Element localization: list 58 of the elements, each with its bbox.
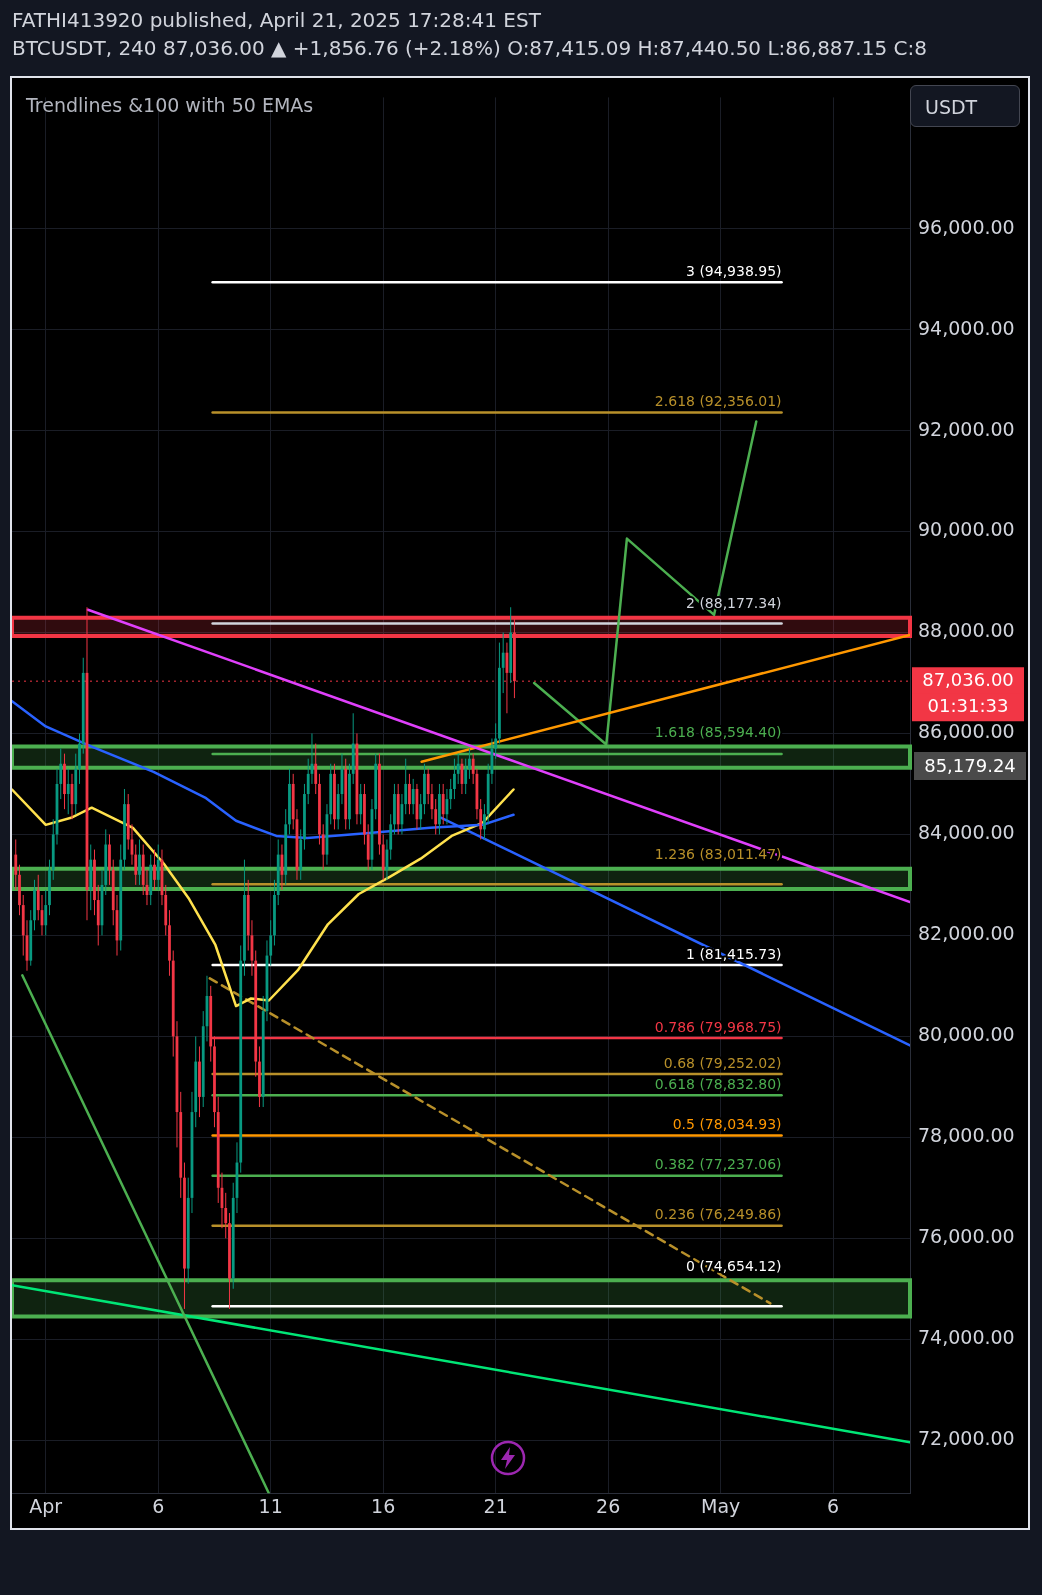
candlestick [468,748,471,780]
x-tick-label: 21 [483,1494,508,1517]
candlestick [456,753,460,785]
x-tick-label: 26 [596,1494,621,1517]
y-tick-label: 76,000.00 [918,1225,1015,1248]
y-tick-label: 74,000.00 [918,1326,1015,1349]
series-label: 2.618 (92,356.01) [654,393,782,410]
candlestick [66,768,70,815]
candlestick [483,803,486,840]
x-tick-label: 6 [827,1494,840,1517]
series-label: 0.68 (79,252.02) [663,1054,782,1071]
text: FATHI413920 published, April 21, 2025 17:28:41 EST [12,8,541,32]
series-label: 0.5 (78,034.93) [672,1116,782,1133]
candlestick [153,849,156,891]
text: 85,179.24 [914,752,1026,780]
candlestick [441,783,445,825]
series-label: 0.382 (77,237.06) [654,1156,782,1173]
candlestick [419,793,423,830]
x-tick-label: 11 [258,1494,283,1517]
y-tick-label: 88,000.00 [918,619,1015,642]
y-tick-label: 86,000.00 [918,720,1015,743]
x-tick-label: 16 [371,1494,396,1517]
series-label: 0.618 (78,832.80) [654,1075,782,1092]
y-tick-label: 72,000.00 [918,1427,1015,1450]
candlestick [138,838,141,886]
y-tick-label: 92,000.00 [918,417,1015,440]
series-label: 1.618 (85,594.40) [654,724,782,741]
x-tick-label: Apr [29,1494,63,1517]
x-tick-label: May [701,1494,741,1517]
candlestick [156,844,160,891]
chart-title: Trendlines &100 with 50 EMAs [26,94,314,116]
series-label: 0.786 (79,968.75) [654,1018,782,1035]
candlestick [408,773,411,815]
candlestick [453,758,456,800]
ref-line-label: 87,036.00 [922,668,1014,690]
series-label: 3 (94,938.95) [686,262,782,279]
text: 01:31:33 [927,694,1009,716]
y-tick-label: 84,000.00 [918,821,1015,844]
y-tick-label: 94,000.00 [918,316,1015,339]
y-tick-label: 78,000.00 [918,1124,1015,1147]
candlestick [44,889,48,936]
y-tick-label: 80,000.00 [918,1023,1015,1046]
x-tick-label: 6 [152,1494,165,1517]
y-tick-label: 90,000.00 [918,518,1015,541]
text: 0 (74,654.12) [686,1257,782,1274]
candlestick [464,758,468,795]
text: BTCUSDT, 240 87,036.00 ▲ +1,856.76 (+2.18%) O:87,415.09 H:87,440.50 L:86,887.15 C:8 [12,36,927,60]
y-tick-label: 96,000.00 [918,215,1015,238]
candlestick [321,823,325,871]
candlestick [411,778,415,815]
series-label: 0.236 (76,249.86) [654,1206,782,1223]
candlestick [501,632,505,694]
y-tick-label: 82,000.00 [918,922,1015,945]
candlestick [14,838,18,891]
candlestick [314,743,318,795]
text: USDT [910,85,1020,127]
candlestick [359,783,363,825]
series-label: 1.236 (83,011.47) [654,846,782,863]
